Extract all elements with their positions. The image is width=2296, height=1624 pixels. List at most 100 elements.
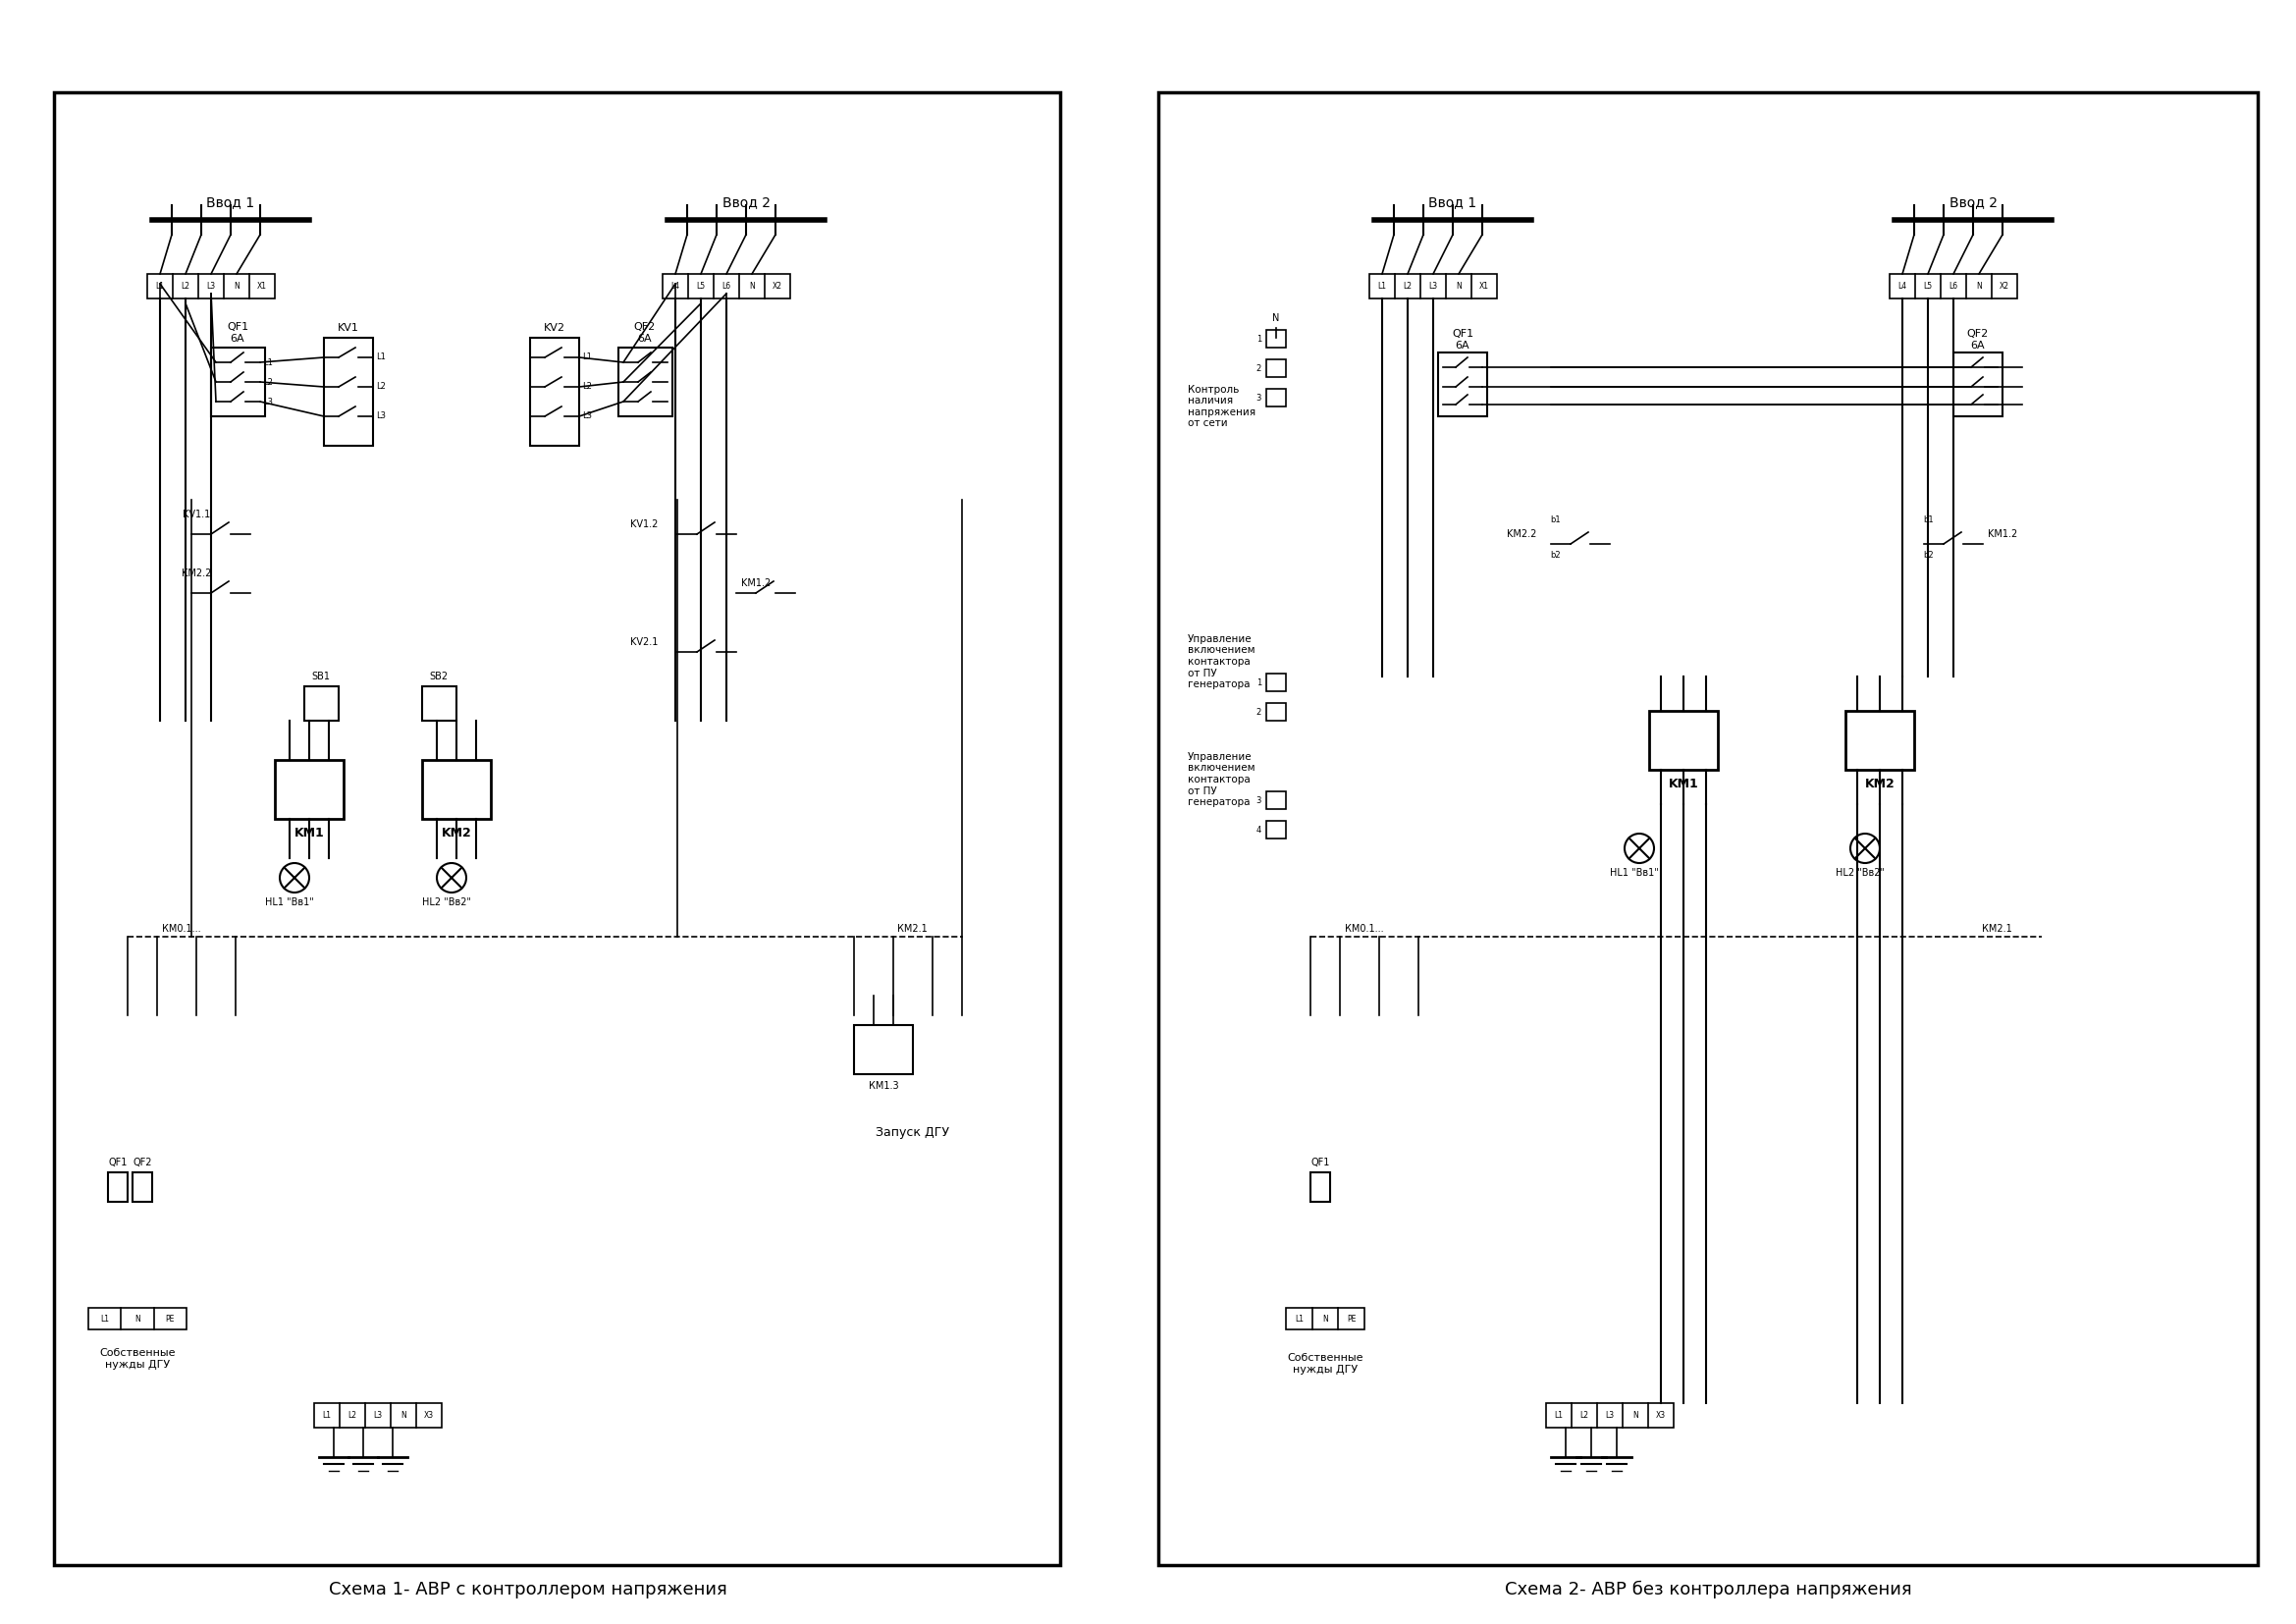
Bar xyxy=(854,1025,914,1073)
Text: N: N xyxy=(1272,313,1279,323)
Bar xyxy=(1267,791,1286,809)
Text: X2: X2 xyxy=(2000,283,2009,291)
Text: b1: b1 xyxy=(1924,515,1933,525)
Text: 3: 3 xyxy=(1256,393,1261,403)
Text: КМ1.3: КМ1.3 xyxy=(868,1082,898,1091)
Text: L1: L1 xyxy=(377,352,386,362)
Bar xyxy=(422,760,491,818)
Text: Ввод 2: Ввод 2 xyxy=(721,195,769,209)
Text: X3: X3 xyxy=(1655,1411,1667,1419)
Bar xyxy=(1846,711,1915,770)
Bar xyxy=(1267,388,1286,406)
Text: QF2: QF2 xyxy=(133,1158,152,1168)
Text: Схема 2- АВР без контроллера напряжения: Схема 2- АВР без контроллера напряжения xyxy=(1504,1580,1913,1598)
Text: L1: L1 xyxy=(1378,283,1387,291)
Text: KM2.2: KM2.2 xyxy=(181,568,211,578)
Text: КМ2.1: КМ2.1 xyxy=(898,924,928,934)
Bar xyxy=(211,348,264,416)
Bar xyxy=(1267,330,1286,348)
Text: L2: L2 xyxy=(181,283,191,291)
Text: X1: X1 xyxy=(257,283,266,291)
Text: KM2: KM2 xyxy=(1864,778,1894,791)
Text: KM1.2: KM1.2 xyxy=(742,578,771,588)
Text: L3: L3 xyxy=(264,398,273,406)
Bar xyxy=(108,1173,129,1202)
Text: Запуск ДГУ: Запуск ДГУ xyxy=(877,1127,951,1140)
Text: КМ0.1...: КМ0.1... xyxy=(163,924,200,934)
Text: SB1: SB1 xyxy=(312,672,331,682)
Text: QF1: QF1 xyxy=(108,1158,126,1168)
Text: L4: L4 xyxy=(1899,283,1908,291)
Text: Контроль
наличия
напряжения
от сети: Контроль наличия напряжения от сети xyxy=(1187,385,1256,429)
Text: L3: L3 xyxy=(583,412,592,421)
Text: Ввод 2: Ввод 2 xyxy=(1949,195,1998,209)
Text: L1: L1 xyxy=(1554,1411,1564,1419)
Text: Управление
включением
контактора
от ПУ
генератора: Управление включением контактора от ПУ г… xyxy=(1187,752,1256,807)
Bar xyxy=(133,1173,152,1202)
Text: N: N xyxy=(748,283,755,291)
Text: L1: L1 xyxy=(321,1411,331,1419)
Text: L5: L5 xyxy=(1924,283,1933,291)
Text: L2: L2 xyxy=(264,377,273,387)
Bar xyxy=(315,1403,441,1427)
Text: L1: L1 xyxy=(101,1314,110,1324)
Text: PE: PE xyxy=(1348,1314,1357,1324)
Text: HL1 "Вв1": HL1 "Вв1" xyxy=(1609,867,1658,879)
Text: KM1.2: KM1.2 xyxy=(1988,529,2018,539)
Bar xyxy=(87,1307,186,1330)
Text: X3: X3 xyxy=(425,1411,434,1419)
Text: KV1.1: KV1.1 xyxy=(181,510,211,520)
Text: QF2
6А: QF2 6А xyxy=(1968,330,1988,351)
Text: Собственные
нужды ДГУ: Собственные нужды ДГУ xyxy=(1288,1353,1364,1374)
Text: N: N xyxy=(1977,283,1981,291)
Text: HL2 "Вв2": HL2 "Вв2" xyxy=(1835,867,1885,879)
Text: KM1: KM1 xyxy=(1669,778,1699,791)
Bar xyxy=(618,348,673,416)
Text: KV1.2: KV1.2 xyxy=(629,520,657,529)
Text: Управление
включением
контактора
от ПУ
генератора: Управление включением контактора от ПУ г… xyxy=(1187,633,1256,690)
Text: L1: L1 xyxy=(583,352,592,362)
Text: Схема 1- АВР с контроллером напряжения: Схема 1- АВР с контроллером напряжения xyxy=(328,1580,728,1598)
Text: b2: b2 xyxy=(1924,551,1933,560)
Text: HL2 "Вв2": HL2 "Вв2" xyxy=(422,898,471,908)
Bar xyxy=(1545,1403,1674,1427)
Text: KM2.2: KM2.2 xyxy=(1506,529,1536,539)
Text: KV1: KV1 xyxy=(338,323,358,333)
Text: 4: 4 xyxy=(1256,825,1261,835)
Text: L2: L2 xyxy=(349,1411,356,1419)
Text: QF1
6А: QF1 6А xyxy=(1451,330,1474,351)
Bar xyxy=(305,687,338,721)
Bar xyxy=(530,338,579,445)
Text: L2: L2 xyxy=(1580,1411,1589,1419)
Text: 2: 2 xyxy=(1256,364,1261,372)
Text: N: N xyxy=(135,1314,140,1324)
Text: N: N xyxy=(234,283,239,291)
Text: N: N xyxy=(1632,1411,1637,1419)
Text: L4: L4 xyxy=(670,283,680,291)
Text: X1: X1 xyxy=(1479,283,1490,291)
Text: L6: L6 xyxy=(1949,283,1958,291)
Text: QF1: QF1 xyxy=(1311,1158,1329,1168)
Text: QF2
6А: QF2 6А xyxy=(634,322,657,343)
Text: KV2.1: KV2.1 xyxy=(629,637,657,646)
Text: L1: L1 xyxy=(1295,1314,1304,1324)
Bar xyxy=(55,93,1061,1566)
Bar xyxy=(1267,674,1286,692)
Bar xyxy=(1267,703,1286,721)
Text: Ввод 1: Ввод 1 xyxy=(207,195,255,209)
Text: b1: b1 xyxy=(1550,515,1561,525)
Text: Собственные
нужды ДГУ: Собственные нужды ДГУ xyxy=(99,1348,174,1369)
Text: L2: L2 xyxy=(583,382,592,391)
Text: KM2: KM2 xyxy=(441,827,471,840)
Text: N: N xyxy=(1322,1314,1327,1324)
Text: PE: PE xyxy=(165,1314,174,1324)
Text: L3: L3 xyxy=(1428,283,1437,291)
Bar xyxy=(1157,93,2257,1566)
Text: N: N xyxy=(400,1411,406,1419)
Text: Ввод 1: Ввод 1 xyxy=(1428,195,1476,209)
Bar xyxy=(1954,352,2002,416)
Bar xyxy=(1311,1173,1329,1202)
Bar xyxy=(147,274,276,299)
Text: QF1
6А: QF1 6А xyxy=(227,322,248,343)
Bar xyxy=(276,760,344,818)
